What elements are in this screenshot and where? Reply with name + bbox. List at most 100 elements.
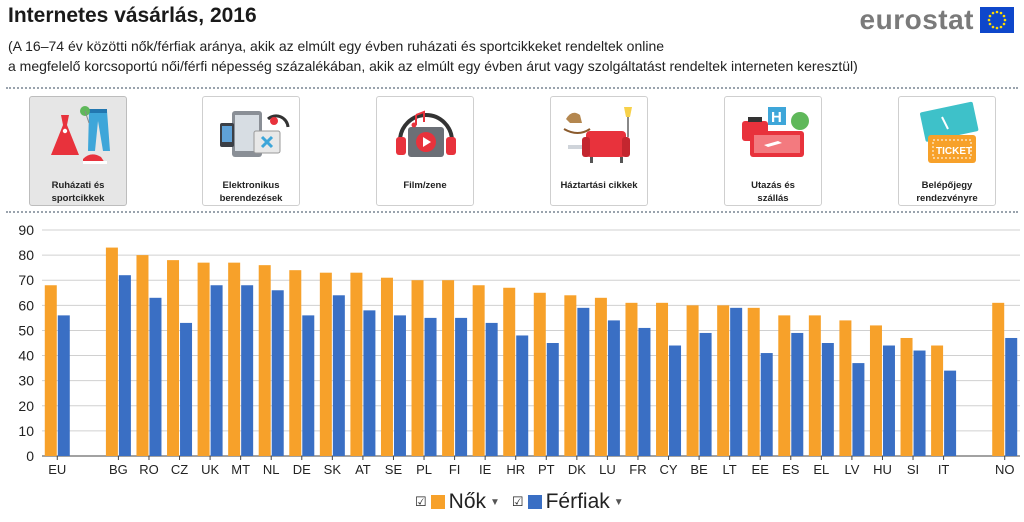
- bar-women: [105, 247, 118, 456]
- category-label: Film/zene: [403, 180, 447, 191]
- checkbox-icon[interactable]: ☑: [511, 494, 524, 509]
- bar-men: [118, 275, 131, 456]
- x-tick-label: CZ: [171, 462, 188, 477]
- electronics-icon: [220, 111, 290, 157]
- bar-men: [149, 297, 162, 456]
- bar-women: [594, 297, 607, 456]
- category-ticket[interactable]: TICKET Belépőjegy rendezvényre: [898, 96, 996, 206]
- chevron-down-icon[interactable]: ▼: [490, 496, 500, 508]
- bar-men: [730, 307, 743, 456]
- x-tick-label: EL: [813, 462, 829, 477]
- category-clothing[interactable]: Ruházati és sportcikkek: [29, 96, 127, 206]
- bar-women: [900, 337, 913, 456]
- category-electronics[interactable]: Elektronikus berendezések: [202, 96, 300, 206]
- chevron-down-icon[interactable]: ▼: [613, 496, 624, 508]
- bar-women: [931, 345, 944, 456]
- category-label: Elektronikus berendezések: [219, 180, 283, 204]
- bar-women: [442, 280, 455, 456]
- y-tick-label: 0: [26, 448, 34, 464]
- bar-men: [485, 322, 498, 456]
- bar-men: [241, 285, 254, 456]
- x-tick-label: DE: [293, 462, 311, 477]
- x-tick-label: CY: [660, 462, 678, 477]
- ticket-icon: TICKET: [920, 101, 979, 163]
- category-label: Belépőjegy rendezvényre: [916, 180, 978, 204]
- bar-women: [839, 320, 852, 456]
- bar-men: [424, 317, 437, 456]
- legend: ☑ Nők ▼ ☑ Férfiak ▼: [415, 490, 624, 514]
- bar-women: [380, 277, 393, 456]
- bar-men: [1005, 337, 1018, 456]
- legend-swatch-women: [430, 495, 445, 509]
- x-tick-label: BG: [109, 462, 128, 477]
- bar-women: [778, 315, 791, 456]
- x-tick-label: DK: [568, 462, 586, 477]
- bar-men: [302, 315, 315, 456]
- x-tick-label: HR: [506, 462, 525, 477]
- bar-women: [289, 270, 302, 456]
- bar-men: [913, 350, 926, 456]
- bar-men: [363, 310, 376, 456]
- bar-women: [350, 272, 363, 456]
- bar-women: [197, 262, 210, 456]
- bar-women: [472, 285, 485, 456]
- svg-text:H: H: [771, 109, 782, 126]
- bar-women: [167, 260, 180, 456]
- y-tick-label: 20: [18, 398, 34, 414]
- bar-men: [271, 290, 284, 456]
- bar-men: [516, 335, 529, 456]
- bar-men: [760, 353, 773, 456]
- chart-title: Internetes vásárlás, 2016: [8, 4, 257, 27]
- chart-subtitle: (A 16–74 év közötti nők/férfiak aránya, …: [8, 36, 1008, 76]
- x-tick-label: PL: [416, 462, 432, 477]
- x-tick-label: IE: [479, 462, 492, 477]
- x-tick-label: UK: [201, 462, 219, 477]
- x-tick-label: LT: [723, 462, 737, 477]
- bar-women: [44, 285, 57, 456]
- film-music-icon: [396, 110, 456, 157]
- legend-swatch-men: [527, 495, 542, 509]
- bar-men: [210, 285, 223, 456]
- household-icon: [563, 107, 632, 163]
- x-tick-label: ES: [782, 462, 800, 477]
- y-tick-label: 50: [18, 322, 34, 338]
- bar-chart: 0 10 20 30 40 50 60 70 80 90 EU BG RO CZ UK MT NL DE SK AT S…: [18, 222, 1020, 477]
- x-tick-label: RO: [139, 462, 159, 477]
- bar-men: [821, 343, 834, 456]
- x-tick-label: BE: [690, 462, 708, 477]
- legend-item-women[interactable]: ☑ Nők ▼: [415, 490, 500, 514]
- eurostat-logo[interactable]: eurostat: [860, 4, 1014, 36]
- middle-divider: [6, 211, 1018, 213]
- x-tick-label: IT: [938, 462, 950, 477]
- x-tick-label: SK: [324, 462, 342, 477]
- bar-women: [808, 315, 821, 456]
- subtitle-line-1: (A 16–74 év közötti nők/férfiak aránya, …: [8, 38, 665, 54]
- clothing-icon: [51, 106, 110, 164]
- category-label: Háztartási cikkek: [560, 180, 638, 191]
- x-tick-label: LV: [844, 462, 859, 477]
- y-tick-label: 60: [18, 297, 34, 313]
- x-tick-label: MT: [231, 462, 250, 477]
- checkbox-icon[interactable]: ☑: [415, 494, 427, 509]
- category-travel[interactable]: H Utazás és szállás: [724, 96, 822, 206]
- x-tick-label: SE: [385, 462, 403, 477]
- legend-label-women: Nők: [448, 490, 487, 513]
- category-household[interactable]: Háztartási cikkek: [550, 96, 648, 206]
- bar-men: [180, 322, 193, 456]
- x-tick-label: PT: [538, 462, 555, 477]
- x-tick-label: AT: [355, 462, 371, 477]
- subtitle-line-2: a megfelelő korcsoportú női/férfi népess…: [8, 58, 858, 74]
- bar-men: [638, 327, 651, 456]
- bar-women: [747, 307, 760, 456]
- x-tick-label: FI: [449, 462, 461, 477]
- category-film-music[interactable]: Film/zene: [376, 96, 474, 206]
- bar-men: [332, 295, 345, 456]
- bar-women: [717, 305, 730, 456]
- bar-men: [546, 343, 559, 456]
- bar-men: [607, 320, 620, 456]
- bar-men: [57, 315, 70, 456]
- legend-item-men[interactable]: ☑ Férfiak ▼: [512, 490, 624, 514]
- bar-women: [564, 295, 577, 456]
- bar-men: [944, 370, 957, 456]
- top-divider: [6, 87, 1018, 89]
